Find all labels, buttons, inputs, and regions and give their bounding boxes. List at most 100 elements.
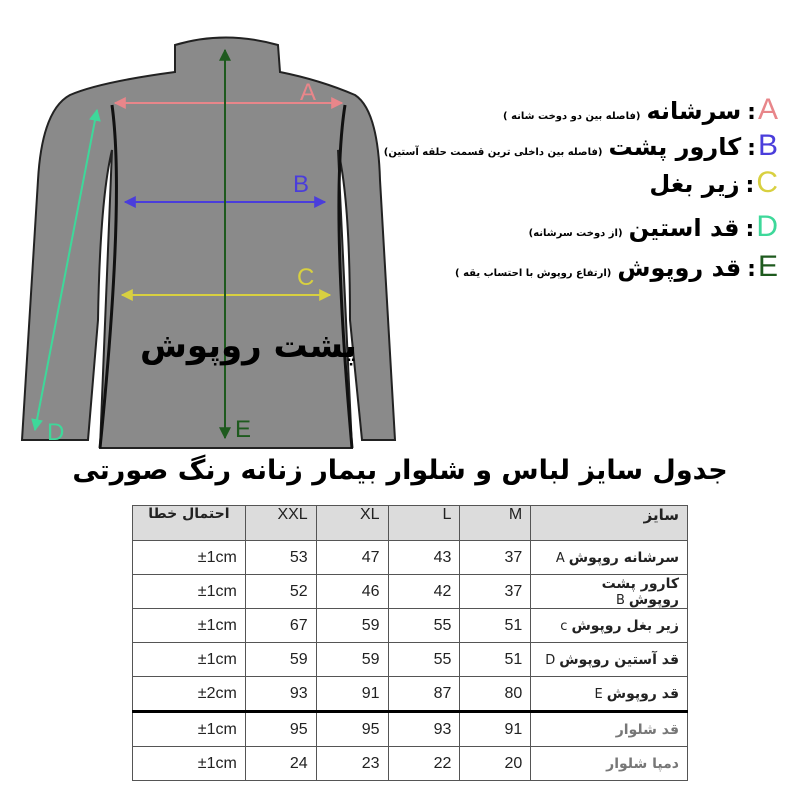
table-row: ±1cm 52 46 42 37 کارور پشت روپوشB [132, 574, 688, 609]
cell-value: 91 [315, 676, 389, 712]
row-label-cell: سرشانه روپوشA [530, 540, 688, 575]
cell-error: ±2cm [132, 676, 246, 712]
legend-name: قد روپوش [617, 254, 742, 282]
cell-value: 37 [459, 540, 532, 575]
measure-d-arrow [31, 108, 101, 432]
cell-error: ±1cm [132, 574, 246, 609]
cell-value: 93 [244, 676, 317, 712]
cell-value: 67 [244, 608, 317, 643]
cell-value: 51 [459, 642, 532, 677]
cell-value: 51 [459, 608, 532, 643]
size-table: احتمال خطا XXL XL L M سایز ±1cm 53 47 43 37 س… [132, 505, 688, 781]
legend-name: سرشانه [646, 97, 742, 125]
cell-value: 59 [315, 642, 389, 677]
cell-value: 95 [315, 710, 389, 747]
legend-item-e: E: قد روپوش (ارتفاع روپوش با احتساب یقه ) [455, 250, 778, 284]
cell-error: ±1cm [132, 540, 246, 575]
table-row: ±1cm 67 59 55 51 زیر بغل روپوشc [132, 608, 688, 643]
legend-name: کارور پشت [608, 133, 742, 161]
legend-note: (فاصله بین دو دوخت شانه ) [503, 111, 641, 122]
table-header-row: احتمال خطا XXL XL L M سایز [132, 505, 688, 541]
legend-note: (ارتفاع روپوش با احتساب یقه ) [455, 268, 612, 279]
garment-back-illustration: A B C D E [20, 36, 397, 449]
legend-colon: : [745, 173, 755, 198]
legend-letter: A [757, 93, 778, 126]
header-size-xl: XL [315, 505, 389, 541]
cell-value: 43 [387, 540, 461, 575]
row-label: قد شلوار [615, 721, 679, 738]
cell-value: 23 [315, 746, 389, 781]
legend-colon: : [747, 257, 756, 282]
cell-value: 37 [459, 574, 532, 609]
legend-letter: B [757, 129, 778, 162]
legend-item-d: D: قد استین (از دوخت سرشانه) [529, 210, 778, 244]
cell-value: 59 [244, 642, 317, 677]
cell-value: 91 [459, 710, 532, 747]
header-size-xxl: XXL [244, 505, 317, 541]
table-row: ±1cm 95 95 93 91 قد شلوار [132, 710, 688, 747]
cell-value: 47 [315, 540, 389, 575]
cell-value: 55 [387, 642, 461, 677]
table-row: ±1cm 53 47 43 37 سرشانه روپوشA [132, 540, 688, 575]
cell-value: 22 [387, 746, 461, 781]
cell-value: 87 [387, 676, 461, 712]
cell-value: 42 [387, 574, 461, 609]
row-label: کارور پشت روپوش [601, 575, 679, 608]
header-label: سایز [530, 505, 688, 541]
row-label: دمپا شلوار [606, 755, 679, 772]
row-code: A [555, 550, 565, 566]
row-code: E [594, 686, 603, 702]
cell-value: 20 [459, 746, 532, 781]
row-label-cell: قد شلوار [530, 710, 688, 747]
legend-colon: : [745, 217, 755, 242]
row-code: c [560, 618, 568, 634]
table-row: ±2cm 93 91 87 80 قد روپوشE [132, 676, 688, 712]
row-label-cell: کارور پشت روپوشB [530, 574, 688, 609]
cell-value: 95 [244, 710, 317, 747]
cell-value: 52 [244, 574, 317, 609]
legend-item-a: A: سرشانه (فاصله بین دو دوخت شانه ) [503, 93, 778, 127]
cell-value: 80 [459, 676, 532, 712]
cell-value: 53 [244, 540, 317, 575]
row-code: B [615, 592, 625, 608]
legend-item-b: B: کارور پشت (فاصله بین داخلی ترین قسمت حل… [384, 129, 778, 163]
row-label-cell: دمپا شلوار [530, 746, 688, 781]
row-label-cell: قد روپوشE [530, 676, 688, 712]
arrow-label-c: C [297, 264, 314, 291]
arrow-label-a: A [300, 79, 316, 106]
cell-value: 93 [387, 710, 461, 747]
row-label: قد آستین روپوش [559, 651, 679, 668]
row-label-cell: قد آستین روپوشD [530, 642, 688, 677]
arrow-label-b: B [293, 171, 309, 198]
garment-back-label: پشت روپوش [140, 326, 357, 366]
header-size-m: M [459, 505, 532, 541]
row-label-cell: زیر بغل روپوشc [530, 608, 688, 643]
legend-note: (فاصله بین داخلی ترین قسمت حلقه آستین) [383, 147, 603, 158]
header-size-l: L [387, 505, 461, 541]
legend-item-c: C: زیر بغل [649, 166, 778, 200]
cell-value: 59 [315, 608, 389, 643]
arrow-label-e: E [235, 416, 251, 443]
table-row: ±1cm 59 59 55 51 قد آستین روپوشD [132, 642, 688, 677]
legend-letter: D [756, 210, 778, 243]
legend-colon: : [747, 136, 756, 161]
legend-letter: C [756, 166, 778, 199]
legend-name: زیر بغل [649, 170, 740, 198]
cell-error: ±1cm [132, 608, 246, 643]
cell-error: ±1cm [132, 746, 246, 781]
arrow-label-d: D [47, 419, 64, 446]
header-error: احتمال خطا [132, 505, 246, 541]
table-row: ±1cm 24 23 22 20 دمپا شلوار [132, 746, 688, 781]
row-label: سرشانه روپوش [568, 549, 679, 566]
legend-letter: E [757, 250, 778, 283]
cell-error: ±1cm [132, 710, 246, 747]
cell-error: ±1cm [132, 642, 246, 677]
row-code: D [545, 652, 556, 668]
legend-note: (از دوخت سرشانه) [528, 228, 623, 239]
cell-value: 46 [315, 574, 389, 609]
row-label: قد روپوش [606, 685, 679, 702]
cell-value: 24 [244, 746, 317, 781]
size-chart-title: جدول سایز لباس و شلوار بیمار زنانه رنگ ص… [72, 455, 728, 486]
legend-name: قد استین [628, 214, 740, 242]
legend-colon: : [747, 100, 756, 125]
